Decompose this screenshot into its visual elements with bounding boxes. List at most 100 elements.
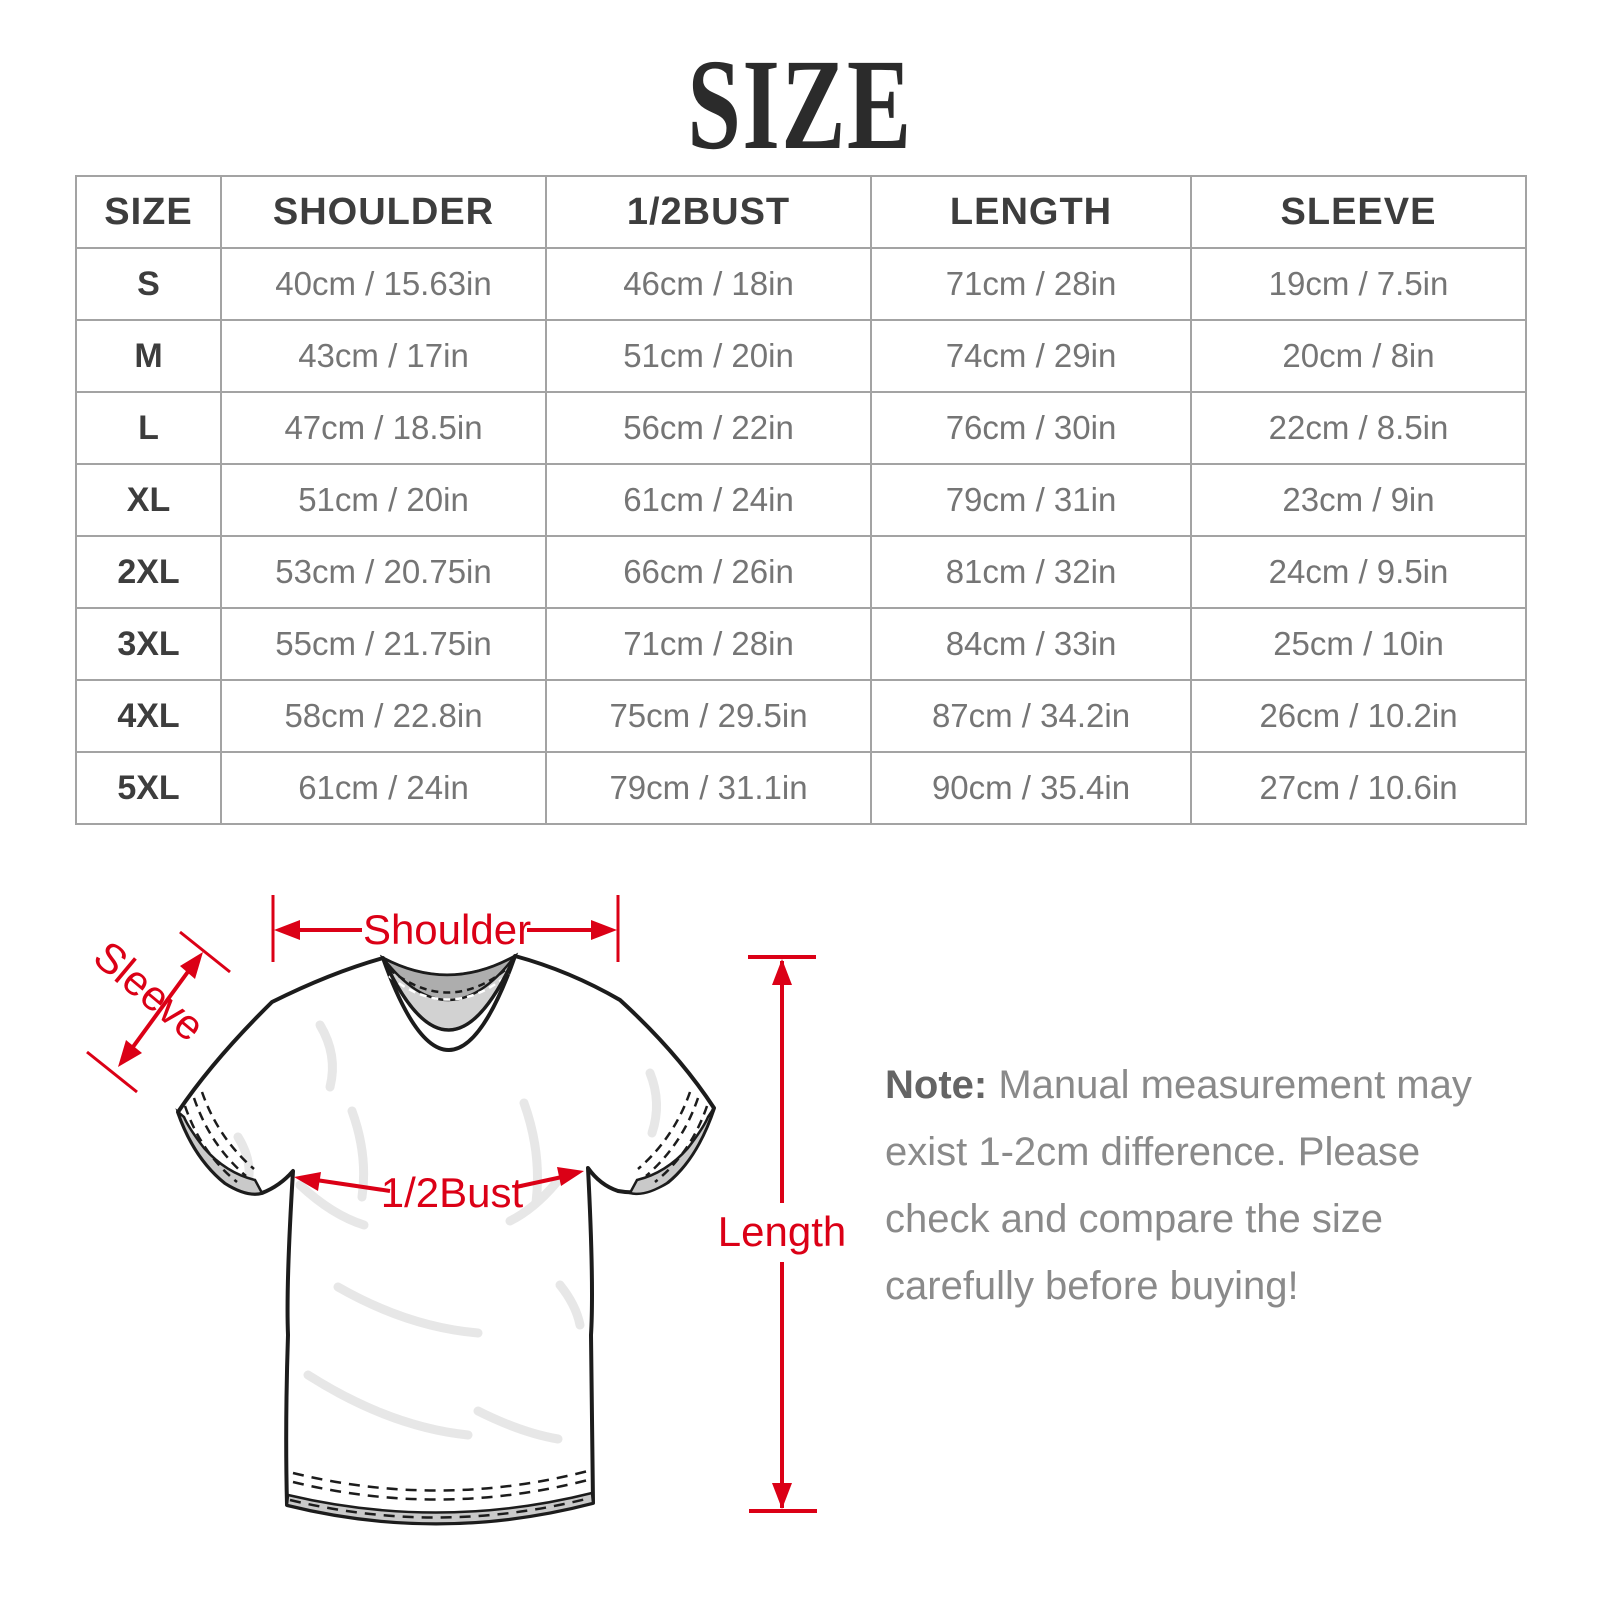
- size-table-header: SIZE SHOULDER 1/2BUST LENGTH SLEEVE: [75, 175, 1527, 249]
- measurement-cell: 81cm / 32in: [870, 535, 1192, 609]
- size-table: SIZE SHOULDER 1/2BUST LENGTH SLEEVE S 40c…: [75, 175, 1527, 825]
- column-header-bust: 1/2BUST: [545, 175, 872, 249]
- cuff-stitching: [183, 1105, 238, 1183]
- sleeve-tick-bottom: [86, 1050, 138, 1094]
- size-cell: S: [75, 247, 222, 321]
- measurement-cell: 24cm / 9.5in: [1190, 535, 1527, 609]
- collar-stitch-dark: [388, 966, 510, 994]
- size-cell: 3XL: [75, 607, 222, 681]
- measurement-cell: 51cm / 20in: [220, 463, 547, 537]
- left-cuff: [175, 1091, 264, 1196]
- measurement-cell: 25cm / 10in: [1190, 607, 1527, 681]
- length-annotation: Length: [718, 955, 846, 1513]
- left-cuff-opening: [175, 1108, 264, 1196]
- measurement-cell: 58cm / 22.8in: [220, 679, 547, 753]
- measurement-cell: 56cm / 22in: [545, 391, 872, 465]
- bust-arrow-shaft: [515, 1175, 563, 1189]
- table-row: 4XL 58cm / 22.8in 75cm / 29.5in 87cm / 34.2…: [75, 679, 1527, 753]
- measurement-cell: 55cm / 21.75in: [220, 607, 547, 681]
- shoulder-label: Shoulder: [363, 906, 531, 953]
- table-row: 3XL 55cm / 21.75in 71cm / 28in 84cm / 33in 2…: [75, 607, 1527, 681]
- bust-label: 1/2Bust: [381, 1169, 524, 1216]
- hem-stitching: [289, 1496, 591, 1519]
- measurement-cell: 71cm / 28in: [870, 247, 1192, 321]
- sleeve-tick-top: [179, 930, 231, 974]
- arrowhead-right-icon: [591, 920, 617, 940]
- measurement-cell: 22cm / 8.5in: [1190, 391, 1527, 465]
- bust-annotation: 1/2Bust: [294, 1167, 584, 1216]
- measurement-cell: 43cm / 17in: [220, 319, 547, 393]
- tshirt-illustration: [175, 952, 716, 1526]
- column-header-shoulder: SHOULDER: [220, 175, 547, 249]
- measurement-cell: 23cm / 9in: [1190, 463, 1527, 537]
- measurement-cell: 74cm / 29in: [870, 319, 1192, 393]
- measurement-cell: 75cm / 29.5in: [545, 679, 872, 753]
- measurement-cell: 19cm / 7.5in: [1190, 247, 1527, 321]
- measurement-cell: 20cm / 8in: [1190, 319, 1527, 393]
- collar-ribbing-edge: [381, 955, 517, 1032]
- measurement-cell: 87cm / 34.2in: [870, 679, 1192, 753]
- measurement-cell: 53cm / 20.75in: [220, 535, 547, 609]
- arrowhead-down-icon: [772, 1483, 792, 1509]
- note-label: Note:: [885, 1063, 988, 1107]
- measurement-cell: 79cm / 31in: [870, 463, 1192, 537]
- measurement-cell: 90cm / 35.4in: [870, 751, 1192, 825]
- measurement-cell: 61cm / 24in: [545, 463, 872, 537]
- arrowhead-up-icon: [180, 952, 203, 979]
- arrowhead-up-icon: [772, 959, 792, 985]
- table-row: M 43cm / 17in 51cm / 20in 74cm / 29in 20cm /…: [75, 319, 1527, 393]
- size-table-body: S 40cm / 15.63in 46cm / 18in 71cm / 28in 19c…: [75, 247, 1527, 825]
- table-row: L 47cm / 18.5in 56cm / 22in 76cm / 30in 22cm…: [75, 391, 1527, 465]
- collar: [379, 952, 519, 1032]
- table-row: S 40cm / 15.63in 46cm / 18in 71cm / 28in 19c…: [75, 247, 1527, 321]
- cuff-stitching: [645, 1097, 700, 1177]
- measurement-cell: 46cm / 18in: [545, 247, 872, 321]
- note-body: Manual measurement may exist 1-2cm diffe…: [885, 1063, 1472, 1308]
- right-cuff: [628, 1091, 716, 1196]
- length-label: Length: [718, 1208, 846, 1255]
- measurement-cell: 84cm / 33in: [870, 607, 1192, 681]
- arrowhead-right-icon: [557, 1167, 584, 1186]
- tshirt-measurement-diagram: Shoulder Sleeve 1/2Bust: [85, 895, 846, 1526]
- measurement-cell: 61cm / 24in: [220, 751, 547, 825]
- column-header-size: SIZE: [75, 175, 222, 249]
- hem-band: [285, 1491, 595, 1525]
- table-row: XL 51cm / 20in 61cm / 24in 79cm / 31in 23cm …: [75, 463, 1527, 537]
- hem-stitching: [292, 1478, 589, 1501]
- page-title: SIZE: [687, 33, 913, 177]
- header-row: SIZE SHOULDER 1/2BUST LENGTH SLEEVE: [75, 175, 1527, 249]
- size-cell: 5XL: [75, 751, 222, 825]
- measurement-cell: 79cm / 31.1in: [545, 751, 872, 825]
- arrowhead-left-icon: [294, 1172, 321, 1191]
- measurement-note: Note: Manual measurement may exist 1-2cm…: [885, 1052, 1513, 1320]
- measurement-cell: 27cm / 10.6in: [1190, 751, 1527, 825]
- column-header-length: LENGTH: [870, 175, 1192, 249]
- measurement-cell: 71cm / 28in: [545, 607, 872, 681]
- measurement-cell: 66cm / 26in: [545, 535, 872, 609]
- sleeve-annotation: Sleeve: [85, 930, 231, 1094]
- fabric-wrinkles: [233, 1020, 661, 1444]
- arrowhead-left-icon: [274, 920, 300, 940]
- cuff-stitching: [637, 1091, 692, 1170]
- cuff-stitching: [654, 1105, 709, 1183]
- shoulder-annotation: Shoulder: [271, 895, 620, 962]
- measurement-cell: 76cm / 30in: [870, 391, 1192, 465]
- size-cell: 4XL: [75, 679, 222, 753]
- cuff-stitching: [200, 1091, 255, 1170]
- measurement-cell: 47cm / 18.5in: [220, 391, 547, 465]
- column-header-sleeve: SLEEVE: [1190, 175, 1527, 249]
- sleeve-arrow-shaft: [120, 956, 200, 1064]
- measurement-cell: 40cm / 15.63in: [220, 247, 547, 321]
- size-cell: 2XL: [75, 535, 222, 609]
- hem-stitching: [292, 1469, 589, 1492]
- collar-stitch-light: [388, 973, 510, 1001]
- size-cell: XL: [75, 463, 222, 537]
- sleeve-label: Sleeve: [85, 932, 214, 1051]
- table-row: 5XL 61cm / 24in 79cm / 31.1in 90cm / 35.4in…: [75, 751, 1527, 825]
- table-row: 2XL 53cm / 20.75in 66cm / 26in 81cm / 32in 2…: [75, 535, 1527, 609]
- bust-arrow-shaft: [315, 1178, 391, 1193]
- measurement-cell: 26cm / 10.2in: [1190, 679, 1527, 753]
- size-cell: M: [75, 319, 222, 393]
- hem: [285, 1469, 595, 1525]
